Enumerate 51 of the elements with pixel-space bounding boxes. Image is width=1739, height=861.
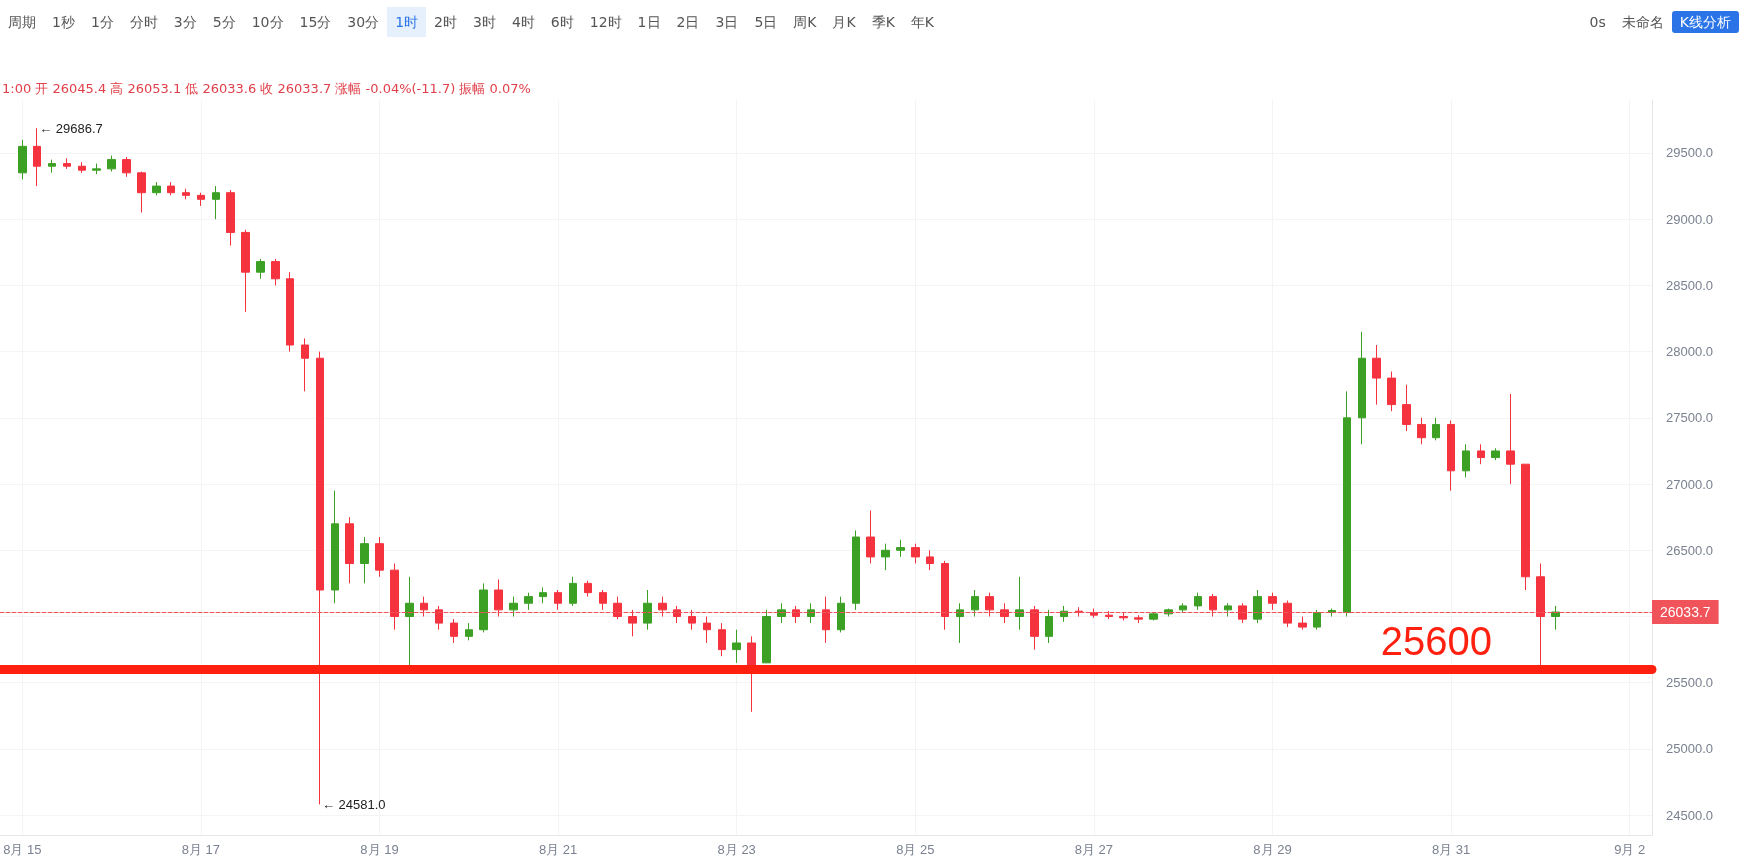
- x-tick-label: 8月 15: [3, 842, 42, 857]
- text: 年K: [909, 13, 936, 32]
- text: 30分: [346, 13, 381, 32]
- text: 分时: [128, 13, 159, 32]
- text: 周期: [7, 13, 37, 32]
- y-tick-label: 29000.0: [1666, 211, 1713, 227]
- text: 12时: [588, 13, 623, 32]
- text: 3分: [172, 13, 198, 32]
- y-tick-label: 26500.0: [1666, 542, 1713, 558]
- text: 1分: [89, 13, 115, 32]
- text: 季K: [870, 13, 896, 32]
- x-tick-label: 9月 2: [1614, 842, 1646, 857]
- x-tick-label: 8月 25: [896, 842, 935, 857]
- x-tick-label: 8月 21: [538, 842, 578, 857]
- text: 15分: [298, 13, 333, 32]
- text: 4时: [510, 13, 536, 32]
- y-tick-label: 24500.0: [1666, 807, 1713, 823]
- annotation: ← 29686.7: [39, 120, 103, 136]
- text: 未命名: [1620, 13, 1665, 32]
- x-tick-label: 8月 31: [1431, 842, 1471, 857]
- text: 月K: [831, 13, 857, 32]
- text: 1秒: [51, 13, 76, 32]
- text: K线分析: [1671, 11, 1739, 33]
- text: 周K: [792, 13, 818, 32]
- x-tick-label: 8月 17: [181, 842, 221, 857]
- y-tick-label: 29500.0: [1666, 145, 1713, 161]
- text: 6时: [549, 13, 575, 32]
- x-tick-label: 8月 23: [717, 842, 756, 857]
- y-tick-label: 27000.0: [1666, 476, 1713, 492]
- text: 5日: [753, 13, 779, 32]
- y-tick-label: 28500.0: [1666, 277, 1713, 293]
- y-tick-label: 25500.0: [1666, 675, 1713, 691]
- text: 0s: [1588, 13, 1607, 32]
- x-tick-label: 8月 29: [1253, 842, 1292, 857]
- ref-line-label: 26033.7: [1660, 604, 1711, 621]
- text: 3时: [472, 13, 497, 32]
- text: 1日: [636, 13, 662, 32]
- y-tick-label: 27500.0: [1666, 410, 1713, 426]
- text: 5分: [211, 13, 237, 32]
- text: 2时: [433, 13, 458, 32]
- text: 1:00 开 26045.4 高 26053.1 低 26033.6 收 26033.7 涨幅 -0.04%(-11.7) 振幅 0.07%: [2, 80, 531, 98]
- ref-line-label: 25600: [1380, 619, 1492, 664]
- annotation: ← 24581.0: [321, 796, 386, 812]
- text: 2日: [675, 13, 701, 32]
- text: 3日: [714, 13, 740, 32]
- text: 1时: [387, 7, 427, 37]
- x-tick-label: 8月 27: [1074, 842, 1114, 857]
- x-tick-label: 8月 19: [360, 842, 399, 857]
- y-tick-label: 25000.0: [1666, 741, 1713, 757]
- text: 10分: [250, 13, 285, 32]
- y-tick-label: 28000.0: [1666, 344, 1713, 360]
